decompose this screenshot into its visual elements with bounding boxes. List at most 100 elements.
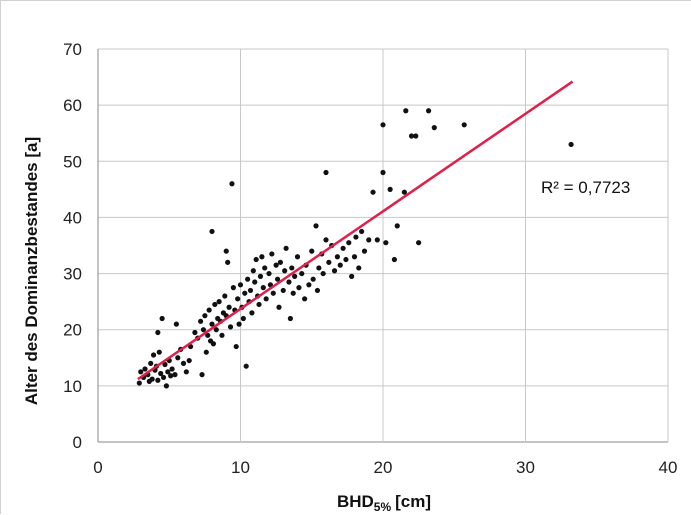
data-point: [205, 332, 211, 338]
trendline-group: [137, 80, 574, 381]
data-point: [236, 321, 242, 327]
data-point: [286, 279, 292, 285]
data-point: [225, 259, 231, 265]
data-point: [200, 327, 207, 333]
data-point: [276, 304, 282, 310]
data-point: [387, 186, 393, 192]
data-point: [359, 228, 365, 235]
data-point: [349, 273, 355, 279]
data-point: [148, 360, 154, 366]
data-point: [159, 315, 165, 322]
x-tick-label: 10: [231, 458, 250, 477]
y-tick-label: 70: [63, 40, 82, 59]
data-point: [209, 321, 215, 327]
data-point: [380, 169, 386, 176]
data-point: [263, 296, 269, 302]
data-point: [222, 293, 228, 299]
data-point: [316, 265, 322, 271]
data-point: [356, 265, 362, 271]
data-point: [243, 363, 249, 369]
data-point: [323, 237, 329, 243]
data-point: [235, 296, 241, 302]
data-point: [326, 259, 332, 265]
x-axis-title-unit: [cm]: [395, 492, 431, 511]
data-point: [168, 373, 174, 379]
data-point: [343, 256, 349, 263]
trendline: [137, 80, 574, 381]
data-point: [172, 372, 178, 378]
x-tick-label: 40: [659, 458, 678, 477]
data-point: [209, 228, 215, 235]
data-point: [229, 181, 235, 187]
data-point: [302, 296, 308, 302]
data-point: [173, 321, 179, 327]
data-point: [149, 376, 155, 382]
y-tick-label: 30: [63, 265, 82, 284]
data-point: [249, 310, 255, 316]
data-point: [206, 307, 212, 313]
data-point: [273, 262, 279, 268]
data-point: [256, 301, 262, 308]
data-point: [334, 254, 340, 260]
y-tick-label: 0: [73, 433, 82, 452]
y-tick-label: 60: [63, 96, 82, 115]
data-point: [240, 315, 246, 322]
data-point: [296, 285, 302, 291]
data-point: [426, 108, 432, 114]
data-point: [274, 276, 281, 282]
data-point: [138, 369, 144, 375]
data-point: [313, 223, 319, 229]
data-point: [309, 248, 315, 254]
data-point: [287, 315, 293, 322]
data-point: [403, 108, 409, 114]
data-point: [374, 237, 380, 243]
data-point: [310, 276, 316, 282]
data-point: [212, 301, 218, 308]
data-point: [219, 332, 225, 338]
data-point: [408, 133, 415, 139]
data-point: [155, 377, 161, 383]
data-point: [262, 265, 268, 271]
data-point: [331, 268, 338, 274]
data-point: [237, 282, 244, 288]
y-tick-label: 10: [63, 377, 82, 396]
y-tick-label: 20: [63, 321, 82, 340]
data-point: [394, 223, 400, 229]
data-point: [351, 254, 358, 260]
data-point: [260, 285, 266, 291]
x-tick-label: 20: [374, 458, 393, 477]
data-point: [175, 355, 181, 361]
data-point: [306, 282, 312, 288]
data-point: [180, 360, 187, 366]
data-point: [252, 279, 258, 285]
y-tick-label: 50: [63, 152, 82, 171]
data-point: [380, 122, 386, 128]
data-point: [413, 133, 419, 139]
data-point: [245, 276, 251, 282]
data-point: [294, 254, 301, 260]
r-squared-annotation: R² = 0,7723: [541, 178, 630, 197]
data-point: [416, 240, 422, 246]
x-axis-title: BHD5% [cm]: [337, 492, 431, 514]
data-point: [213, 327, 219, 333]
data-point: [289, 265, 295, 271]
data-point: [568, 141, 574, 148]
x-axis-title-main: BHD: [337, 492, 374, 511]
data-point: [165, 369, 171, 375]
data-point: [269, 251, 275, 257]
data-point: [242, 290, 248, 296]
data-point: [226, 304, 232, 310]
data-point: [337, 262, 343, 268]
data-point: [192, 329, 198, 336]
data-point: [227, 324, 234, 330]
data-point: [299, 270, 305, 277]
data-point: [253, 256, 259, 263]
data-point: [155, 329, 161, 336]
data-point: [391, 256, 397, 263]
data-point: [323, 169, 329, 176]
data-point: [186, 357, 192, 364]
data-point: [230, 285, 236, 291]
x-tick-label: 0: [93, 458, 102, 477]
